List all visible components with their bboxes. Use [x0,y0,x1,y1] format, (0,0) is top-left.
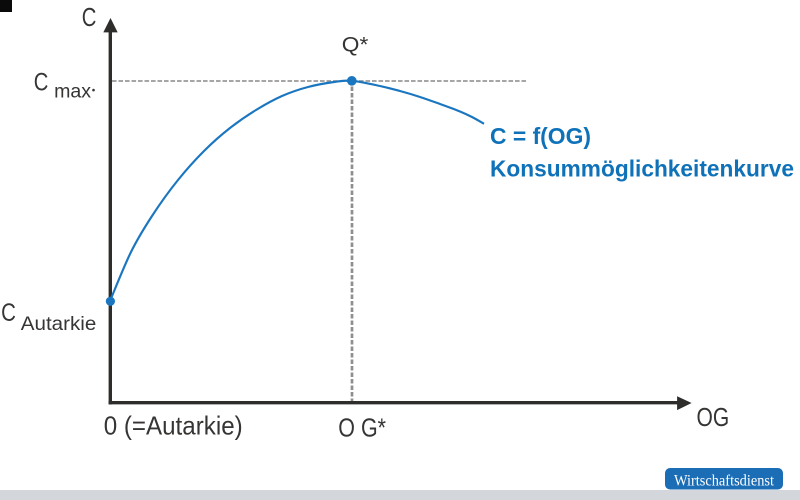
svg-text:max: max [54,82,92,103]
svg-text:C: C [34,68,49,96]
svg-text:Q*: Q* [342,32,369,56]
svg-text:Wirtschaftsdienst: Wirtschaftsdienst [674,472,774,489]
svg-text:0 (=Autarkie): 0 (=Autarkie) [104,410,243,440]
svg-text:Autarkie: Autarkie [21,313,97,335]
svg-text:C = f(OG): C = f(OG) [490,123,591,149]
svg-text:C: C [1,299,16,327]
svg-text:O G*: O G* [338,413,386,443]
svg-text:C: C [82,2,97,32]
svg-text:OG: OG [697,402,730,432]
svg-text:Konsummöglichkeitenkurve: Konsummöglichkeitenkurve [490,155,794,181]
